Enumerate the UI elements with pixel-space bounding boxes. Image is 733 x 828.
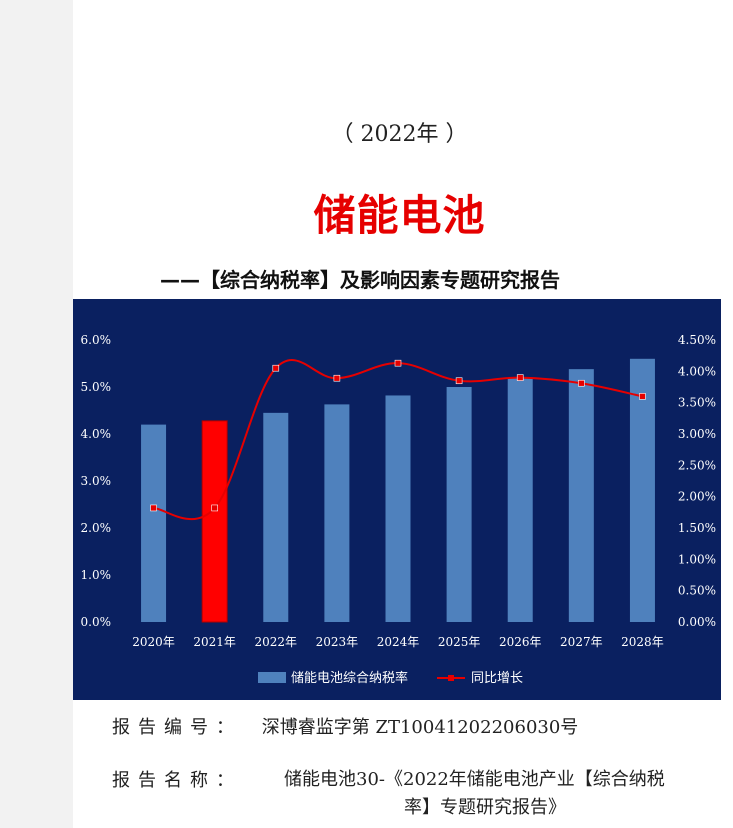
right-axis-tick-label: 3.00%: [678, 427, 716, 441]
report-number-row: 报告编号： 深博睿监字第 ZT10041202206030号: [112, 713, 578, 739]
report-year: （ 2022年 ）: [331, 122, 468, 147]
x-axis-tick-label: 2027年: [560, 635, 603, 649]
chart-bar: [568, 369, 594, 622]
growth-point: [272, 364, 280, 372]
report-name-value: 储能电池30-《2022年储能电池产业【综合纳税 率】专题研究报告》: [284, 766, 724, 822]
growth-line: [153, 359, 643, 521]
left-axis-tick-label: 0.0%: [81, 615, 112, 629]
chart-bar: [201, 420, 228, 623]
right-axis-tick-label: 4.00%: [678, 364, 716, 378]
x-axis-tick-label: 2025年: [438, 635, 481, 649]
report-title: 储能电池: [313, 191, 486, 240]
report-name-line-1: 储能电池30-《2022年储能电池产业【综合纳税: [284, 769, 665, 790]
left-axis-tick-label: 3.0%: [81, 474, 112, 488]
right-axis-tick-label: 0.50%: [678, 584, 716, 598]
x-axis-tick-label: 2028年: [621, 635, 664, 649]
right-axis-tick-label: 3.50%: [678, 396, 716, 410]
left-axis-tick-label: 4.0%: [81, 427, 112, 441]
chart-panel: 0.0% 1.0% 2.0% 3.0% 4.0% 5.0% 6.0% 0.00% 0.50% 1.…: [73, 299, 721, 700]
growth-point: [394, 359, 402, 367]
left-axis-tick-label: 1.0%: [81, 568, 112, 582]
report-name-row: 报告名称：: [112, 766, 242, 792]
growth-point: [578, 379, 585, 387]
report-number-label: 报告编号：: [112, 717, 242, 738]
x-axis-tick-label: 2022年: [255, 635, 298, 649]
chart-bar: [141, 424, 167, 622]
growth-point: [639, 393, 646, 400]
report-number-value: 深博睿监字第 ZT10041202206030号: [261, 717, 579, 738]
legend-line-label: 同比增长: [471, 671, 523, 686]
growth-point: [333, 374, 341, 382]
right-axis-tick-label: 1.00%: [678, 552, 716, 566]
tax-rate-chart: 0.0% 1.0% 2.0% 3.0% 4.0% 5.0% 6.0% 0.00% 0.50% 1.…: [81, 333, 717, 686]
legend-line-marker: [448, 675, 454, 681]
report-name-line-2: 率】专题研究报告》: [404, 797, 566, 818]
growth-point: [516, 374, 524, 381]
right-axis-tick-label: 1.50%: [678, 521, 716, 535]
x-axis-tick-label: 2024年: [377, 635, 420, 649]
x-axis-tick-label: 2023年: [316, 635, 359, 649]
right-axis-tick-label: 0.00%: [678, 615, 716, 629]
page-left-margin: [0, 0, 73, 828]
right-axis-tick-label: 2.00%: [678, 490, 716, 504]
left-axis-tick-label: 6.0%: [81, 333, 112, 347]
chart-bar: [629, 358, 655, 622]
x-axis-tick-label: 2026年: [499, 635, 542, 649]
legend-bar-swatch: [258, 672, 286, 683]
right-axis-tick-label: 4.50%: [678, 333, 716, 347]
growth-point: [211, 504, 218, 512]
growth-point: [150, 504, 157, 512]
chart-bar: [263, 412, 289, 622]
report-subtitle: ——【综合纳税率】及影响因素专题研究报告: [160, 268, 560, 292]
x-axis-tick-label: 2020年: [132, 635, 175, 649]
left-axis-tick-label: 2.0%: [81, 521, 112, 535]
legend-bar-label: 储能电池综合纳税率: [291, 670, 408, 686]
right-axis-tick-label: 2.50%: [678, 458, 716, 472]
report-name-label: 报告名称：: [112, 770, 242, 791]
left-axis-tick-label: 5.0%: [81, 380, 112, 394]
chart-bar: [324, 404, 350, 622]
chart-bar: [446, 387, 472, 622]
chart-bar: [507, 378, 533, 622]
chart-bar: [385, 395, 411, 622]
growth-point: [455, 377, 463, 385]
x-axis-tick-label: 2021年: [193, 635, 236, 649]
